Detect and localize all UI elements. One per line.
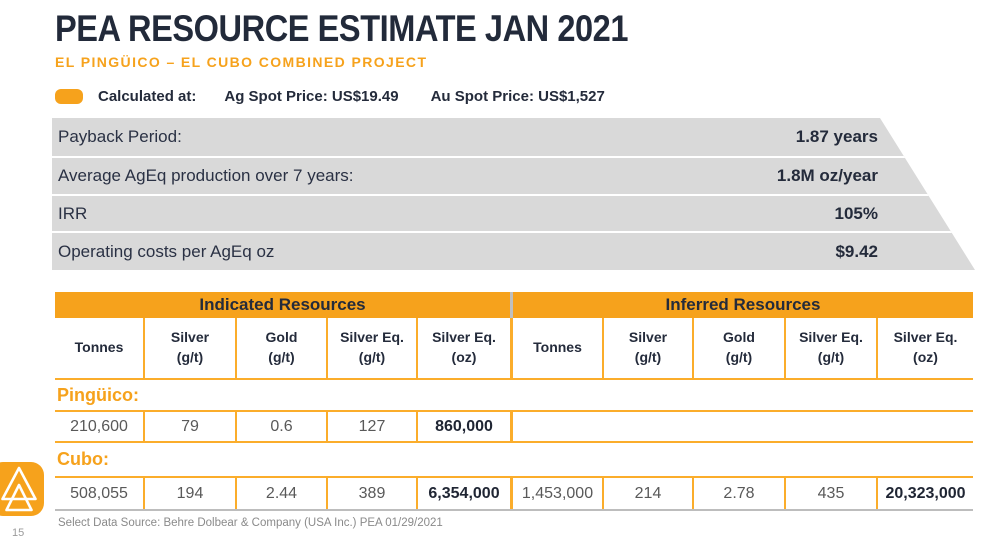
highlight-row: Operating costs per AgEq oz $9.42 (52, 233, 975, 270)
table-cell: 860,000 (435, 417, 493, 435)
table-column-header-row: Tonnes Silver (g/t) Gold (g/t) Silver Eq. (… (55, 318, 973, 380)
column-unit: (g/t) (268, 349, 295, 365)
table-cell: 214 (604, 478, 694, 509)
highlight-label: Average AgEq production over 7 years: (58, 166, 354, 185)
calculated-at-label: Calculated at: (98, 87, 197, 105)
group-label: Pingüico: (57, 384, 139, 405)
au-spot-price: Au Spot Price: US$1,527 (430, 87, 605, 105)
column-name: Silver Eq. (893, 329, 958, 346)
column-unit: (g/t) (634, 349, 662, 365)
column-header: Gold (g/t) (694, 318, 786, 378)
column-header: Silver Eq. (g/t) (328, 318, 418, 378)
column-header: Silver Eq. (oz) (878, 318, 973, 378)
highlight-value: 1.8M oz/year (776, 166, 878, 185)
column-name: Silver (628, 329, 668, 346)
highlight-label: Operating costs per AgEq oz (58, 241, 275, 261)
section-divider (510, 292, 513, 318)
column-header: Silver Eq. (oz) (418, 318, 510, 378)
table-cell: 194 (145, 478, 237, 509)
calculated-at-line: Calculated at: Ag Spot Price: US$19.49 A… (55, 86, 605, 106)
column-name: Silver Eq. (799, 329, 863, 346)
table-row-pinguico: 210,600 79 0.6 127 860,000 (55, 410, 973, 443)
double-triangle-logo-icon (0, 462, 44, 516)
resource-table: Indicated Resources Inferred Resources T… (55, 292, 973, 511)
section-divider (510, 478, 513, 509)
column-name: Silver (170, 329, 210, 346)
table-cell: 2.44 (237, 478, 328, 509)
column-unit: (oz) (913, 349, 938, 365)
highlight-row: IRR 105% (52, 196, 975, 233)
page-title: PEA RESOURCE ESTIMATE JAN 2021 (55, 8, 629, 49)
table-cell: 1,453,000 (513, 478, 604, 509)
group-label-row-cubo: Cubo: (55, 443, 973, 476)
column-unit: (g/t) (817, 349, 845, 365)
column-header: Tonnes (513, 318, 604, 378)
table-cell (694, 412, 786, 441)
column-name: Tonnes (74, 339, 124, 356)
section-divider (510, 318, 513, 378)
column-unit: (oz) (451, 349, 477, 365)
column-header: Tonnes (55, 318, 145, 378)
page-subtitle: EL PINGÜICO – EL CUBO COMBINED PROJECT (55, 54, 428, 70)
page-number: 15 (12, 527, 25, 539)
table-cell: 508,055 (55, 478, 145, 509)
table-cell (878, 412, 973, 441)
table-cell (786, 412, 878, 441)
table-section-header-row: Indicated Resources Inferred Resources (55, 292, 973, 318)
table-cell: 435 (786, 478, 878, 509)
ag-spot-price: Ag Spot Price: US$19.49 (224, 87, 399, 105)
highlight-label: Payback Period: (58, 127, 182, 146)
column-name: Silver Eq. (340, 329, 404, 346)
table-cell: 0.6 (237, 412, 328, 441)
highlights-banner: Payback Period: 1.87 years Average AgEq … (52, 118, 975, 270)
table-cell: 20,323,000 (885, 484, 966, 502)
table-cell (604, 412, 694, 441)
indicated-resources-header: Indicated Resources (55, 292, 510, 318)
column-name: Tonnes (533, 339, 582, 356)
table-row-cubo: 508,055 194 2.44 389 6,354,000 1,453,000… (55, 476, 973, 511)
column-unit: (g/t) (725, 349, 753, 365)
group-label-row-pinguico: Pingüico: (55, 380, 973, 410)
column-unit: (g/t) (176, 349, 204, 365)
table-cell: 6,354,000 (428, 484, 500, 502)
column-header: Silver (g/t) (604, 318, 694, 378)
highlight-row: Payback Period: 1.87 years (52, 118, 975, 158)
column-header: Silver (g/t) (145, 318, 237, 378)
source-note: Select Data Source: Behre Dolbear & Comp… (58, 517, 443, 529)
column-name: Gold (265, 329, 298, 346)
column-name: Silver Eq. (432, 329, 496, 346)
column-header: Gold (g/t) (237, 318, 328, 378)
highlight-row: Average AgEq production over 7 years: 1.… (52, 158, 975, 196)
column-name: Gold (723, 329, 755, 346)
table-cell (513, 412, 604, 441)
table-cell: 389 (328, 478, 418, 509)
highlight-value: $9.42 (835, 241, 878, 261)
highlight-label: IRR (58, 203, 88, 223)
orange-pill-bullet-icon (55, 88, 83, 104)
table-cell: 127 (328, 412, 418, 441)
inferred-resources-header: Inferred Resources (513, 292, 973, 318)
column-header: Silver Eq. (g/t) (786, 318, 878, 378)
highlight-value: 105% (834, 203, 878, 223)
table-cell: 2.78 (694, 478, 786, 509)
group-label: Cubo: (57, 449, 109, 469)
highlight-value: 1.87 years (795, 127, 878, 146)
table-cell: 210,600 (55, 412, 145, 441)
column-unit: (g/t) (358, 349, 386, 365)
table-cell: 79 (145, 412, 237, 441)
section-divider (510, 412, 513, 441)
